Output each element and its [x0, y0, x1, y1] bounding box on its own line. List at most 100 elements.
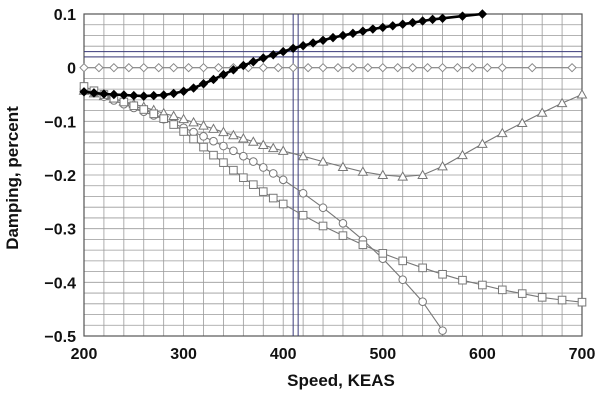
data-point [129, 101, 139, 111]
data-point [452, 62, 463, 73]
data-point [278, 175, 288, 185]
data-point [417, 16, 428, 26]
x-tick-label: 600 [469, 346, 496, 363]
data-point [498, 285, 507, 295]
data-point [169, 120, 178, 129]
data-point [422, 62, 433, 73]
data-point [298, 188, 308, 198]
data-point [438, 269, 447, 279]
data-point [457, 149, 468, 160]
data-point [467, 62, 478, 73]
data-point [357, 166, 369, 176]
data-point [178, 86, 189, 96]
data-point [249, 180, 258, 189]
grid [83, 13, 583, 337]
tick-labels: 200 300 400 500 600 700 0.1 0 −0.1 −0.2 −0.3 −0.4 −0… [44, 7, 595, 363]
data-point [109, 62, 119, 73]
data-point [198, 62, 209, 73]
data-point [278, 46, 288, 57]
x-tick-label: 500 [369, 346, 396, 363]
data-point [277, 145, 289, 155]
data-point [338, 30, 348, 41]
data-point [258, 62, 268, 73]
data-point [229, 165, 238, 175]
data-point [457, 11, 468, 21]
data-point [378, 249, 388, 258]
data-point [258, 163, 268, 172]
data-point [337, 161, 349, 171]
data-point [288, 43, 298, 54]
data-point [328, 32, 338, 43]
data-point [308, 38, 318, 48]
x-axis-title: Speed, KEAS [287, 371, 395, 390]
data-point [258, 187, 268, 196]
data-point [527, 62, 537, 73]
data-point [228, 129, 239, 140]
data-point [213, 62, 224, 73]
data-point [268, 169, 278, 178]
data-point [238, 132, 249, 143]
data-point [168, 88, 179, 99]
data-point [178, 113, 189, 124]
data-point [516, 117, 528, 127]
data-point [338, 231, 348, 240]
data-point [179, 127, 188, 136]
data-point [477, 138, 488, 148]
x-tick-label: 400 [270, 346, 297, 363]
y-tick-label: 0.1 [54, 7, 76, 24]
data-point [267, 142, 279, 153]
data-point [537, 293, 547, 302]
data-point [89, 88, 99, 98]
plot-frame [83, 13, 583, 337]
data-point [139, 91, 149, 101]
x-tick-label: 200 [71, 346, 98, 363]
data-point [208, 123, 219, 133]
data-point [149, 90, 159, 101]
data-point [149, 109, 159, 119]
data-point [239, 151, 248, 161]
data-point [318, 203, 328, 213]
data-point [438, 326, 447, 335]
data-point [268, 193, 278, 203]
data-point [139, 62, 149, 73]
data-point [168, 62, 179, 73]
data-point [158, 90, 169, 100]
data-point [189, 134, 198, 144]
data-point [318, 35, 328, 46]
data-point [378, 22, 388, 33]
data-point [398, 256, 408, 266]
y-tick-label: −0.5 [44, 329, 76, 346]
series-line [83, 90, 583, 178]
data-point [437, 160, 448, 171]
data-point [198, 120, 209, 130]
data-point [378, 62, 388, 73]
x-tick-label: 300 [170, 346, 197, 363]
data-point [576, 88, 588, 99]
data-point [248, 57, 259, 67]
data-point [79, 87, 89, 97]
data-point [368, 24, 378, 34]
data-point [358, 26, 368, 36]
data-point [153, 62, 164, 73]
data-point [247, 136, 259, 146]
data-point [139, 105, 149, 114]
data-point [218, 69, 229, 80]
data-point [393, 62, 403, 73]
data-point [407, 17, 418, 28]
data-point [288, 62, 298, 73]
data-point [398, 19, 408, 29]
data-point [536, 107, 548, 117]
data-point [577, 297, 587, 307]
data-point [229, 146, 238, 156]
data-point [159, 114, 168, 123]
data-point [358, 240, 368, 250]
data-point [239, 173, 248, 182]
data-point [219, 141, 228, 151]
data-point [348, 62, 358, 73]
data-point [557, 295, 567, 305]
y-tick-label: −0.2 [44, 168, 76, 185]
data-point [99, 89, 109, 99]
data-point [199, 132, 208, 141]
data-point [124, 62, 134, 73]
data-point [427, 14, 438, 25]
